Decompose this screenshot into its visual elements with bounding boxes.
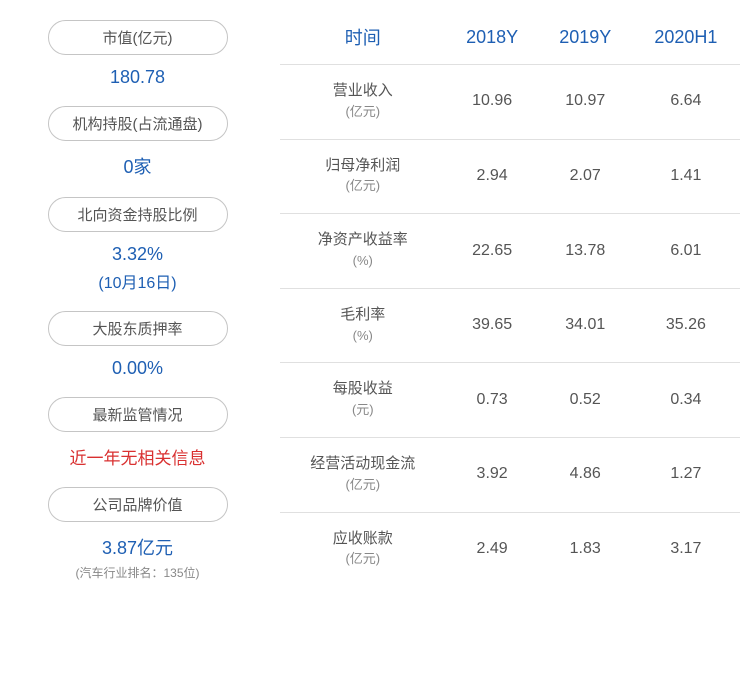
- value-cell: 22.65: [446, 214, 539, 289]
- table-row: 归母净利润(亿元) 2.94 2.07 1.41: [280, 139, 740, 214]
- table-row: 应收账款(亿元) 2.49 1.83 3.17: [280, 512, 740, 586]
- financial-table-panel: 时间 2018Y 2019Y 2020H1 营业收入(亿元) 10.96 10.…: [265, 10, 740, 668]
- metric-cell: 营业收入(亿元): [280, 65, 446, 140]
- value-cell: 6.64: [632, 65, 740, 140]
- brand-value-value: 3.87亿元: [102, 534, 173, 560]
- institutional-holdings-label: 机构持股(占流通盘): [48, 106, 228, 141]
- northbound-holdings-date: (10月16日): [98, 269, 176, 293]
- value-cell: 0.52: [539, 363, 632, 438]
- brand-value-label: 公司品牌价值: [48, 487, 228, 522]
- value-cell: 10.96: [446, 65, 539, 140]
- value-cell: 0.73: [446, 363, 539, 438]
- value-cell: 1.83: [539, 512, 632, 586]
- market-cap-value: 180.78: [110, 67, 165, 88]
- northbound-holdings-label: 北向资金持股比例: [48, 197, 228, 232]
- metric-cell: 经营活动现金流(亿元): [280, 437, 446, 512]
- pledge-ratio-value: 0.00%: [112, 358, 163, 379]
- value-cell: 1.41: [632, 139, 740, 214]
- value-cell: 34.01: [539, 288, 632, 363]
- table-body: 营业收入(亿元) 10.96 10.97 6.64 归母净利润(亿元) 2.94…: [280, 65, 740, 587]
- header-2020h1: 2020H1: [632, 10, 740, 65]
- institutional-holdings-value: 0家: [123, 153, 151, 179]
- table-header-row: 时间 2018Y 2019Y 2020H1: [280, 10, 740, 65]
- regulatory-status-label: 最新监管情况: [48, 397, 228, 432]
- header-2018: 2018Y: [446, 10, 539, 65]
- table-row: 净资产收益率(%) 22.65 13.78 6.01: [280, 214, 740, 289]
- table-row: 每股收益(元) 0.73 0.52 0.34: [280, 363, 740, 438]
- market-cap-label: 市值(亿元): [48, 20, 228, 55]
- table-row: 营业收入(亿元) 10.96 10.97 6.64: [280, 65, 740, 140]
- table-row: 毛利率(%) 39.65 34.01 35.26: [280, 288, 740, 363]
- pledge-ratio-label: 大股东质押率: [48, 311, 228, 346]
- value-cell: 4.86: [539, 437, 632, 512]
- value-cell: 3.17: [632, 512, 740, 586]
- header-time: 时间: [280, 10, 446, 65]
- regulatory-status-value: 近一年无相关信息: [70, 444, 206, 469]
- value-cell: 6.01: [632, 214, 740, 289]
- brand-value-rank: (汽车行业排名：135位): [75, 564, 199, 581]
- value-cell: 35.26: [632, 288, 740, 363]
- value-cell: 39.65: [446, 288, 539, 363]
- metric-cell: 应收账款(亿元): [280, 512, 446, 586]
- metric-cell: 净资产收益率(%): [280, 214, 446, 289]
- metric-cell: 毛利率(%): [280, 288, 446, 363]
- value-cell: 13.78: [539, 214, 632, 289]
- metric-cell: 每股收益(元): [280, 363, 446, 438]
- header-2019: 2019Y: [539, 10, 632, 65]
- value-cell: 2.49: [446, 512, 539, 586]
- financial-data-table: 时间 2018Y 2019Y 2020H1 营业收入(亿元) 10.96 10.…: [280, 10, 740, 586]
- left-info-panel: 市值(亿元) 180.78 机构持股(占流通盘) 0家 北向资金持股比例 3.3…: [10, 10, 265, 668]
- value-cell: 2.94: [446, 139, 539, 214]
- value-cell: 0.34: [632, 363, 740, 438]
- value-cell: 1.27: [632, 437, 740, 512]
- northbound-holdings-value: 3.32%: [112, 244, 163, 265]
- table-row: 经营活动现金流(亿元) 3.92 4.86 1.27: [280, 437, 740, 512]
- value-cell: 3.92: [446, 437, 539, 512]
- metric-cell: 归母净利润(亿元): [280, 139, 446, 214]
- value-cell: 10.97: [539, 65, 632, 140]
- value-cell: 2.07: [539, 139, 632, 214]
